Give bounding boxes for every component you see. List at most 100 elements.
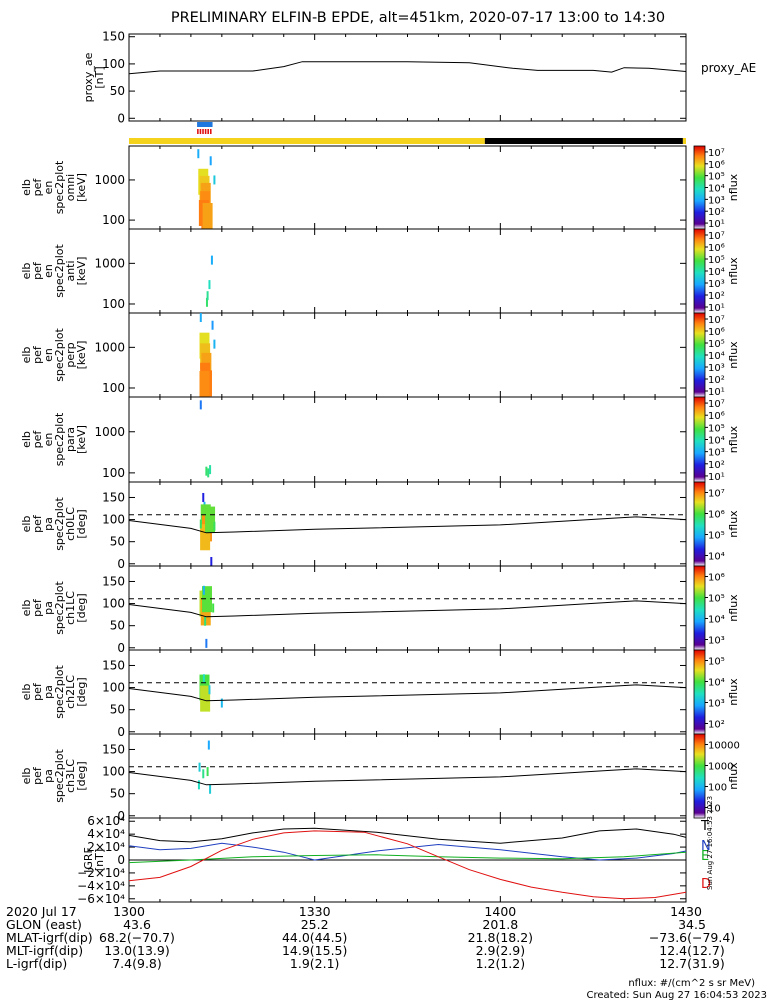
en_perp-cb-label: 10⁵ bbox=[708, 339, 725, 350]
x-tick-label: 1430 bbox=[670, 904, 702, 919]
en_perp-cb-label: 10⁴ bbox=[708, 351, 725, 362]
en_para-ylabel-4: para bbox=[64, 427, 77, 452]
pa_ch0-cb-label: 10⁵ bbox=[708, 531, 725, 542]
pa_ch0-ytick-label: 150 bbox=[102, 490, 125, 504]
en_perp-cb-label: 10¹ bbox=[708, 387, 725, 398]
pa_ch1-cb-title: nflux bbox=[727, 594, 740, 622]
pa_ch3-cell bbox=[197, 780, 200, 790]
pa_ch3-ylabel-0: elb bbox=[20, 768, 33, 785]
en_perp-ylabel-4: perp bbox=[64, 342, 77, 367]
en_para-ytick-label: 100 bbox=[102, 466, 125, 480]
pa_ch1-cell bbox=[200, 599, 211, 626]
pa_ch3-cell bbox=[202, 769, 205, 779]
pa_ch1-cell bbox=[204, 616, 207, 626]
igrf-ylabel-0: IGRF bbox=[82, 847, 95, 873]
en_omni-ylabel-0: elb bbox=[20, 179, 33, 196]
en_para-cb-label: 10¹ bbox=[708, 472, 725, 483]
pa_ch3-ytick-label: 150 bbox=[102, 742, 125, 756]
axis-row-value: 68.2(−70.7) bbox=[99, 930, 175, 945]
state-bar-dash bbox=[209, 129, 212, 134]
axis-row-value: 44.0(44.5) bbox=[282, 930, 347, 945]
footer-created: Created: Sun Aug 27 16:04:53 2023 bbox=[587, 990, 767, 1000]
en_omni-cb-label: 10³ bbox=[708, 195, 725, 206]
igrf-ytick-label: −4×10⁴ bbox=[77, 879, 125, 893]
axis-row-value: 34.5 bbox=[678, 917, 706, 932]
en_omni-ytick-label: 100 bbox=[102, 213, 125, 227]
pa_ch1-cb-label: 10⁶ bbox=[708, 573, 725, 584]
igrf-legend-D: D bbox=[701, 877, 711, 892]
pa_ch1-ytick-label: 50 bbox=[110, 619, 125, 633]
en_omni-cb-label: 10⁴ bbox=[708, 184, 725, 195]
pa_ch2-ylabel-3: spec2plot bbox=[53, 665, 66, 719]
en_anti-cb-title: nflux bbox=[727, 257, 740, 285]
en_anti-ylabel-3: spec2plot bbox=[53, 244, 66, 298]
pa_ch1-ytick-label: 100 bbox=[102, 597, 125, 611]
en_omni-cb-label: 10⁵ bbox=[708, 172, 725, 183]
en_anti-cb-label: 10⁶ bbox=[708, 243, 725, 254]
en_omni-cell bbox=[213, 175, 216, 185]
en_anti-cb-label: 10⁴ bbox=[708, 267, 725, 278]
pa_ch3-ylabel-3: spec2plot bbox=[53, 749, 66, 803]
pa_ch0-ylabel-2: pa bbox=[42, 517, 55, 531]
en_perp-cell bbox=[199, 313, 202, 322]
state-bar-bottom bbox=[484, 138, 683, 144]
pa_ch2-ytick-label: 50 bbox=[110, 703, 125, 717]
proxy_ae-ytick-label: 0 bbox=[117, 111, 125, 125]
pa_ch3-cb-title: nflux bbox=[727, 762, 740, 790]
en_anti-ytick-label: 100 bbox=[102, 297, 125, 311]
axis-row-value: 201.8 bbox=[482, 917, 518, 932]
axis-row-value: 1.9(2.1) bbox=[290, 956, 340, 971]
pa_ch2-cell bbox=[220, 698, 223, 708]
proxy_ae-ylabel-0: proxy_ae bbox=[82, 52, 95, 102]
en_omni-cb-label: 10⁷ bbox=[708, 148, 725, 159]
en_anti-cell bbox=[205, 297, 208, 307]
en_anti-ytick-label: 1000 bbox=[94, 256, 125, 270]
axis-row-value: 2.9(2.9) bbox=[476, 943, 526, 958]
en_anti-ylabel-5: [keV] bbox=[75, 257, 88, 286]
pa_ch1-ylabel-1: pef bbox=[31, 598, 44, 617]
pa_ch3-cell bbox=[207, 740, 210, 750]
pa_ch0-cell bbox=[202, 492, 205, 502]
axis-row-name: GLON (east) bbox=[6, 917, 82, 932]
en_para-cb-label: 10⁶ bbox=[708, 411, 725, 422]
state-bar-dash bbox=[199, 129, 202, 134]
en_perp-cb-label: 10³ bbox=[708, 363, 725, 374]
en_omni-ylabel-2: en bbox=[42, 181, 55, 195]
pa_ch1-lc-line bbox=[128, 600, 687, 618]
en_anti-ylabel-2: en bbox=[42, 264, 55, 278]
proxy-ae-legend: proxy_AE bbox=[701, 61, 756, 75]
axis-row-name: MLAT-igrf(dip) bbox=[6, 930, 93, 945]
en_perp-colorbar bbox=[693, 312, 706, 398]
pa_ch2-cb-label: 10³ bbox=[708, 699, 725, 710]
en_para-cb-label: 10⁵ bbox=[708, 423, 725, 434]
en_para-cell bbox=[207, 468, 210, 478]
pa_ch0-cell bbox=[205, 506, 216, 533]
en_para-ylabel-5: [keV] bbox=[75, 425, 88, 454]
igrf-legend-N: N bbox=[701, 839, 711, 854]
en_perp-cb-label: 10⁷ bbox=[708, 315, 725, 326]
en_para-ytick-label: 1000 bbox=[94, 425, 125, 439]
pa_ch1-ylabel-5: [deg] bbox=[75, 593, 88, 622]
proxy_ae-ytick-label: 150 bbox=[102, 30, 125, 44]
pa_ch2-ytick-label: 150 bbox=[102, 658, 125, 672]
axis-row-value: 13.0(13.9) bbox=[104, 943, 169, 958]
pa_ch1-cb-label: 10⁴ bbox=[708, 615, 725, 626]
pa_ch0-cell bbox=[200, 524, 211, 551]
pa_ch1-ytick-label: 0 bbox=[117, 641, 125, 655]
en_anti-cell bbox=[206, 291, 209, 301]
pa_ch0-cb-label: 10⁷ bbox=[708, 489, 725, 500]
pa_ch2-cb-label: 10² bbox=[708, 720, 725, 731]
pa_ch0-lc-line bbox=[128, 516, 687, 534]
pa_ch2-ylabel-1: pef bbox=[31, 682, 44, 701]
en_para-frame bbox=[128, 396, 687, 483]
pa_ch2-ylabel-4: ch2LC bbox=[64, 675, 77, 709]
pa_ch0-cb-title: nflux bbox=[727, 510, 740, 538]
en_omni-ylabel-5: [keV] bbox=[75, 173, 88, 202]
pa_ch3-cb-label: 10 bbox=[708, 804, 721, 815]
pa_ch1-ylabel-3: spec2plot bbox=[53, 581, 66, 635]
en_perp-cb-label: 10² bbox=[708, 375, 725, 386]
